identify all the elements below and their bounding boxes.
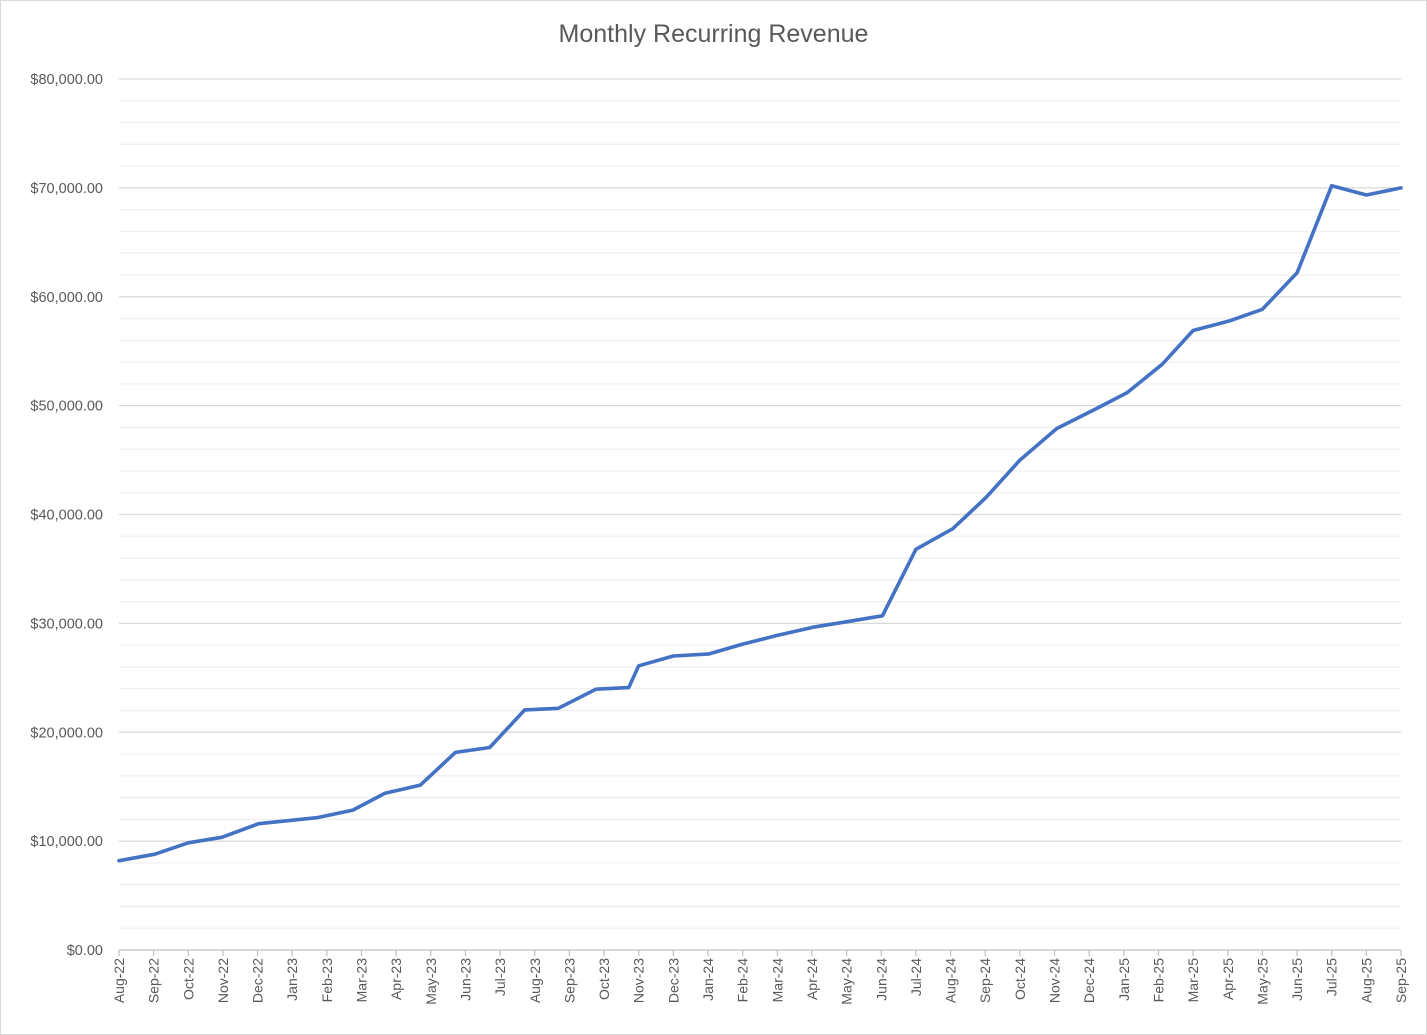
x-tick-label: Dec-23	[665, 958, 681, 1003]
x-tick-label: Jan-24	[700, 958, 716, 1001]
x-tick-label: Jun-24	[873, 958, 889, 1001]
y-tick-label: $70,000.00	[30, 181, 103, 197]
x-tick-label: Apr-25	[1220, 958, 1236, 1000]
x-tick-label: Feb-24	[735, 958, 751, 1003]
x-tick-label: May-23	[423, 958, 439, 1005]
x-tick-label: Jul-24	[908, 958, 924, 996]
y-tick-label: $20,000.00	[30, 725, 103, 741]
x-tick-label: Sep-23	[561, 958, 577, 1003]
x-tick-label: Apr-24	[804, 958, 820, 1000]
x-tick-label: Dec-24	[1081, 958, 1097, 1003]
y-tick-label: $30,000.00	[30, 616, 103, 632]
x-tick-label: Sep-25	[1393, 958, 1409, 1003]
x-tick-label: Aug-23	[527, 958, 543, 1003]
x-tick-label: Jun-25	[1289, 958, 1305, 1001]
x-tick-label: Sep-24	[977, 958, 993, 1003]
x-tick-label: Oct-24	[1012, 958, 1028, 1000]
x-tick-label: Jan-25	[1116, 958, 1132, 1001]
y-tick-label: $10,000.00	[30, 834, 103, 850]
x-tick-label: Jul-25	[1324, 958, 1340, 996]
x-tick-label: Feb-25	[1150, 958, 1166, 1003]
x-tick-label: Jun-23	[457, 958, 473, 1001]
y-tick-label: $60,000.00	[30, 290, 103, 306]
x-tick-label: Jul-23	[492, 958, 508, 996]
y-tick-label: $80,000.00	[30, 72, 103, 88]
x-tick-label: Nov-23	[631, 958, 647, 1003]
x-tick-label: Aug-22	[111, 958, 127, 1003]
x-tick-label: Oct-23	[596, 958, 612, 1000]
x-tick-label: Oct-22	[180, 958, 196, 1000]
x-tick-label: May-25	[1254, 958, 1270, 1005]
x-tick-label: Nov-24	[1047, 958, 1063, 1003]
x-tick-label: Aug-25	[1358, 958, 1374, 1003]
y-tick-label: $50,000.00	[30, 399, 103, 415]
x-tick-label: Aug-24	[943, 958, 959, 1003]
y-tick-label: $40,000.00	[30, 508, 103, 524]
series-line	[117, 183, 1403, 863]
x-tick-label: Sep-22	[146, 958, 162, 1003]
x-tick-label: May-24	[839, 958, 855, 1005]
chart-title: Monthly Recurring Revenue	[558, 20, 869, 48]
x-tick-label: Mar-25	[1185, 958, 1201, 1003]
x-tick-label: Jan-23	[284, 958, 300, 1001]
y-tick-label: $0.00	[67, 943, 103, 959]
x-tick-label: Mar-24	[769, 958, 785, 1003]
x-tick-label: Feb-23	[319, 958, 335, 1003]
x-tick-label: Apr-23	[388, 958, 404, 1000]
x-tick-label: Dec-22	[250, 958, 266, 1003]
x-tick-label: Mar-23	[354, 958, 370, 1003]
x-tick-label: Nov-22	[215, 958, 231, 1003]
